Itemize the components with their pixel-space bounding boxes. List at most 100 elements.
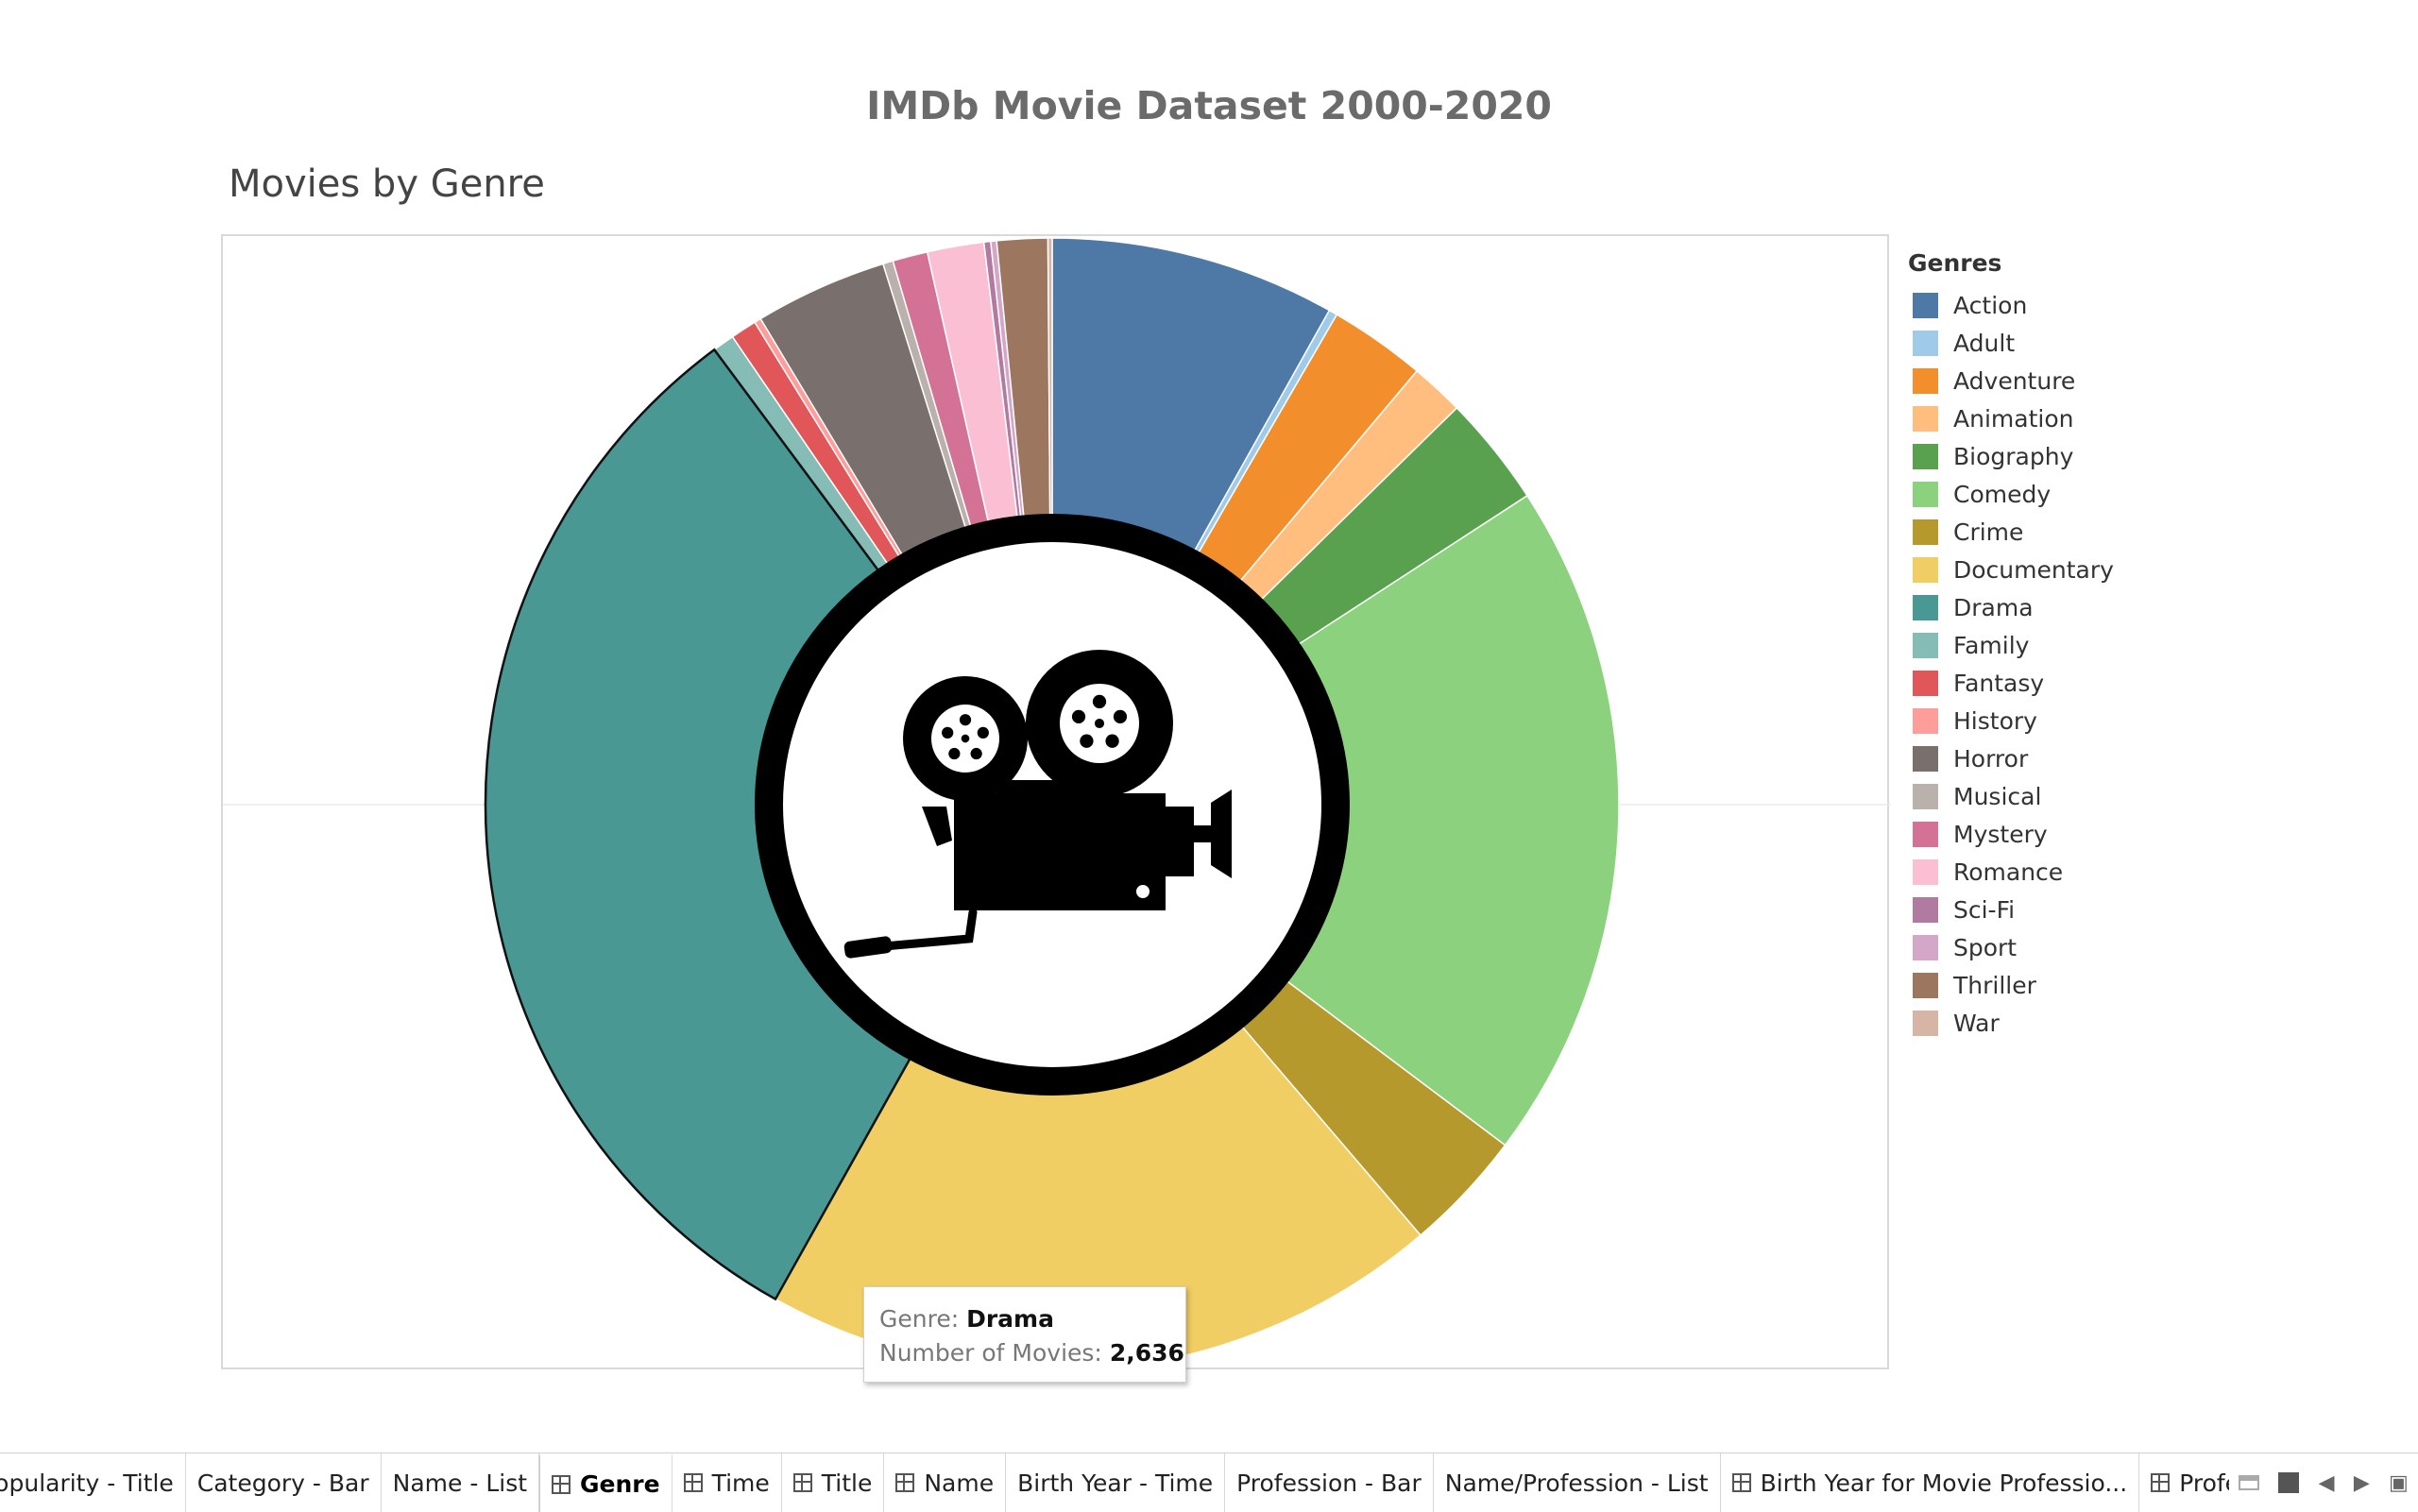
sheet-tabs: Popularity - Title Category - Bar Name - L… <box>0 1453 2313 1512</box>
legend-item-musical[interactable]: Musical <box>1908 777 2361 815</box>
legend-label: Thriller <box>1953 971 2036 999</box>
legend-label: Animation <box>1953 404 2074 433</box>
legend-item-romance[interactable]: Romance <box>1908 853 2361 891</box>
legend-label: Mystery <box>1953 820 2048 848</box>
legend-item-mystery[interactable]: Mystery <box>1908 815 2361 853</box>
tab-label: Time <box>711 1469 770 1497</box>
tab-label: Genre <box>580 1470 660 1498</box>
legend-item-comedy[interactable]: Comedy <box>1908 475 2361 513</box>
legend-swatch <box>1913 745 1938 772</box>
tab-profession-bar[interactable]: Profession - Bar <box>1225 1453 1434 1512</box>
legend-swatch <box>1913 670 1938 696</box>
tab-label: Name/Profession - List <box>1444 1469 1709 1497</box>
center-badge <box>755 514 1350 1096</box>
filmstrip-view-icon[interactable] <box>2239 1475 2260 1490</box>
legend-swatch <box>1913 330 1938 356</box>
legend-label: Adventure <box>1953 366 2076 395</box>
legend-swatch <box>1913 443 1938 469</box>
tab-popularity-title[interactable]: Popularity - Title <box>0 1453 186 1512</box>
worksheet-grid-icon <box>552 1474 571 1494</box>
legend-item-documentary[interactable]: Documentary <box>1908 551 2361 588</box>
previous-sheet-icon[interactable]: ◀ <box>2318 1470 2335 1495</box>
legend-item-fantasy[interactable]: Fantasy <box>1908 664 2361 702</box>
legend-swatch <box>1913 518 1938 545</box>
tab-navigation-controls: ◀ ▶ ▣ <box>2229 1453 2418 1512</box>
legend-swatch <box>1913 934 1938 960</box>
tooltip-genre-value: Drama <box>966 1305 1054 1333</box>
legend-item-crime[interactable]: Crime <box>1908 513 2361 551</box>
tab-name-list[interactable]: Name - List <box>382 1453 540 1512</box>
worksheet-grid-icon <box>1731 1473 1751 1492</box>
legend-label: Comedy <box>1953 480 2052 508</box>
legend-label: Crime <box>1953 518 2024 546</box>
legend-item-horror[interactable]: Horror <box>1908 739 2361 777</box>
tab-category-bar[interactable]: Category - Bar <box>186 1453 382 1512</box>
tooltip-count-value: 2,636 <box>1109 1339 1184 1367</box>
worksheet-grid-icon <box>895 1473 915 1492</box>
legend-swatch <box>1913 821 1938 847</box>
legend-item-adult[interactable]: Adult <box>1908 324 2361 362</box>
tab-label: Name - List <box>392 1469 528 1497</box>
tab-name-profession-list[interactable]: Name/Profession - List <box>1434 1453 1721 1512</box>
legend-item-war[interactable]: War <box>1908 1004 2361 1042</box>
worksheet-grid-icon <box>2151 1473 2171 1492</box>
legend: Genres Action Adult Adventure Animation Biog… <box>1908 249 2361 1042</box>
tab-birth-year-time[interactable]: Birth Year - Time <box>1006 1453 1226 1512</box>
legend-swatch <box>1913 1010 1938 1036</box>
legend-item-family[interactable]: Family <box>1908 626 2361 664</box>
legend-swatch <box>1913 405 1938 432</box>
tab-label: Category - Bar <box>196 1469 369 1497</box>
movie-camera-icon <box>843 650 1232 959</box>
tab-title[interactable]: Title <box>782 1453 885 1512</box>
sheet-tab-bar: Popularity - Title Category - Bar Name - L… <box>0 1453 2418 1512</box>
legend-item-biography[interactable]: Biography <box>1908 437 2361 475</box>
legend-swatch <box>1913 707 1938 734</box>
tooltip-genre-key: Genre: <box>879 1305 960 1333</box>
next-sheet-icon[interactable]: ▶ <box>2353 1470 2370 1495</box>
legend-item-thriller[interactable]: Thriller <box>1908 966 2361 1004</box>
legend-item-adventure[interactable]: Adventure <box>1908 362 2361 399</box>
legend-swatch <box>1913 481 1938 507</box>
legend-items: Action Adult Adventure Animation Biography Co… <box>1908 286 2361 1042</box>
legend-label: Horror <box>1953 744 2029 773</box>
sheet-title: Movies by Genre <box>229 162 545 206</box>
worksheet-grid-icon <box>683 1473 703 1492</box>
legend-label: Adult <box>1953 329 2016 357</box>
dashboard-title: IMDb Movie Dataset 2000-2020 <box>866 83 1552 128</box>
tab-view-icon[interactable] <box>2278 1472 2300 1493</box>
legend-label: Biography <box>1953 442 2074 470</box>
legend-label: Documentary <box>1953 555 2114 584</box>
legend-label: Romance <box>1953 858 2064 886</box>
tab-label: Birth Year for Movie Professio... <box>1760 1469 2128 1497</box>
legend-swatch <box>1913 783 1938 809</box>
legend-item-animation[interactable]: Animation <box>1908 399 2361 437</box>
worksheet-grid-icon <box>792 1473 812 1492</box>
legend-swatch <box>1913 292 1938 318</box>
legend-item-sport[interactable]: Sport <box>1908 928 2361 966</box>
tab-label: Birth Year - Time <box>1017 1469 1214 1497</box>
tab-label: Title <box>821 1469 873 1497</box>
legend-swatch <box>1913 972 1938 998</box>
legend-swatch <box>1913 632 1938 658</box>
tab-birth-year-for-movie-professio[interactable]: Birth Year for Movie Professio... <box>1721 1453 2140 1512</box>
legend-label: Family <box>1953 631 2030 659</box>
tab-label: Name <box>924 1469 995 1497</box>
legend-item-drama[interactable]: Drama <box>1908 588 2361 626</box>
tab-label: Profession - Bar <box>1236 1469 1422 1497</box>
tab-time[interactable]: Time <box>673 1453 782 1512</box>
legend-item-sci-fi[interactable]: Sci-Fi <box>1908 891 2361 928</box>
legend-title: Genres <box>1908 249 2002 277</box>
legend-label: Sport <box>1953 933 2018 961</box>
pie-chart[interactable] <box>223 236 1891 1371</box>
chart-frame: Genre: Drama Number of Movies: 2,636 <box>221 234 1891 1383</box>
tab-genre[interactable]: Genre <box>539 1453 673 1512</box>
legend-swatch <box>1913 367 1938 394</box>
legend-item-history[interactable]: History <box>1908 702 2361 739</box>
legend-label: History <box>1953 706 2037 735</box>
legend-item-action[interactable]: Action <box>1908 286 2361 324</box>
legend-label: Musical <box>1953 782 2042 810</box>
presentation-mode-icon[interactable]: ▣ <box>2389 1470 2409 1495</box>
legend-swatch <box>1913 556 1938 583</box>
tab-label: Popularity - Title <box>0 1469 174 1497</box>
tab-name[interactable]: Name <box>884 1453 1007 1512</box>
